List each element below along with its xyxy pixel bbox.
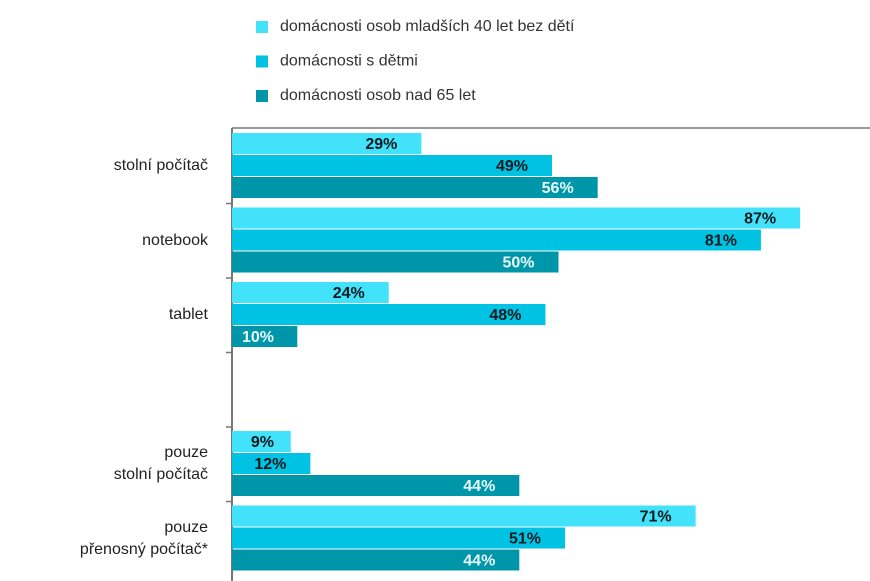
value-label: 9% [251,434,274,451]
bar [232,549,520,571]
value-label: 71% [640,509,672,526]
value-label: 10% [242,329,274,346]
bar [232,207,801,229]
bar [232,431,291,452]
value-label: 50% [502,255,534,272]
bar [232,527,566,549]
bar [232,155,552,176]
legend-label: domácnosti osob mladších 40 let bez dětí [280,18,575,35]
legend-label: domácnosti osob nad 65 let [280,87,476,104]
value-label: 12% [254,456,286,473]
value-label: 29% [365,136,397,153]
value-label: 51% [509,531,541,548]
legend-swatch [256,21,268,33]
value-label: 49% [496,158,528,175]
bar [232,505,696,527]
bar [232,304,546,325]
value-label: 87% [744,211,776,228]
legend-swatch [256,90,268,102]
value-label: 24% [333,285,365,302]
category-label: pouze stolní počítač [113,444,208,483]
bar [232,251,559,273]
value-label: 44% [463,478,495,495]
category-label: stolní počítač [113,157,208,174]
bar [232,453,311,474]
bar [232,177,598,198]
value-label: 44% [463,553,495,570]
bar [232,282,389,303]
bar [232,475,520,496]
bar [232,229,761,251]
legend-label: domácnosti s dětmi [280,53,418,70]
category-label: notebook [142,231,208,249]
category-label: tablet [168,306,208,323]
value-label: 56% [542,180,574,197]
bar [232,326,298,347]
value-label: 81% [705,233,737,250]
bar [232,133,422,154]
category-label: pouze přenosný počítač* [79,518,208,558]
value-label: 48% [489,307,521,324]
legend-swatch [256,55,268,68]
